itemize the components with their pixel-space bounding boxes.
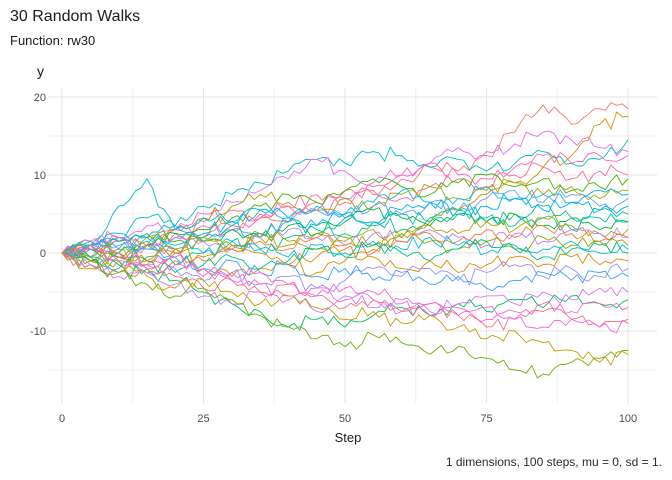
walk-line bbox=[61, 207, 629, 261]
walk-line bbox=[61, 193, 629, 254]
walk-line bbox=[61, 241, 629, 273]
x-tick-label: 75 bbox=[480, 413, 492, 425]
x-axis-title: Step bbox=[334, 430, 362, 445]
walk-line bbox=[61, 251, 629, 315]
walk-line bbox=[61, 230, 629, 265]
y-tick-label: 20 bbox=[34, 92, 46, 104]
walk-line bbox=[61, 162, 629, 254]
chart-caption: 1 dimensions, 100 steps, mu = 0, sd = 1. bbox=[445, 455, 662, 469]
x-tick-label: 100 bbox=[619, 413, 637, 425]
walk-line bbox=[61, 130, 629, 254]
walk-line bbox=[61, 250, 629, 292]
y-axis-title: y bbox=[37, 63, 44, 79]
y-tick-label: -10 bbox=[30, 326, 46, 338]
x-tick-label: 25 bbox=[197, 413, 209, 425]
walk-line bbox=[61, 224, 629, 266]
walk-line bbox=[61, 237, 629, 292]
walk-line bbox=[61, 252, 629, 366]
walk-line bbox=[61, 244, 629, 333]
walk-line bbox=[61, 252, 629, 331]
x-tick-label: 0 bbox=[59, 413, 65, 425]
walk-line bbox=[61, 239, 629, 273]
y-tick-label: 10 bbox=[34, 170, 46, 182]
x-tick-label: 50 bbox=[339, 413, 351, 425]
walk-line bbox=[61, 206, 629, 257]
y-tick-label: 0 bbox=[40, 248, 46, 260]
walk-line bbox=[61, 234, 629, 261]
chart-subtitle: Function: rw30 bbox=[10, 33, 96, 48]
walk-line bbox=[61, 139, 629, 254]
chart-title: 30 Random Walks bbox=[10, 8, 141, 25]
walk-line bbox=[61, 214, 629, 263]
